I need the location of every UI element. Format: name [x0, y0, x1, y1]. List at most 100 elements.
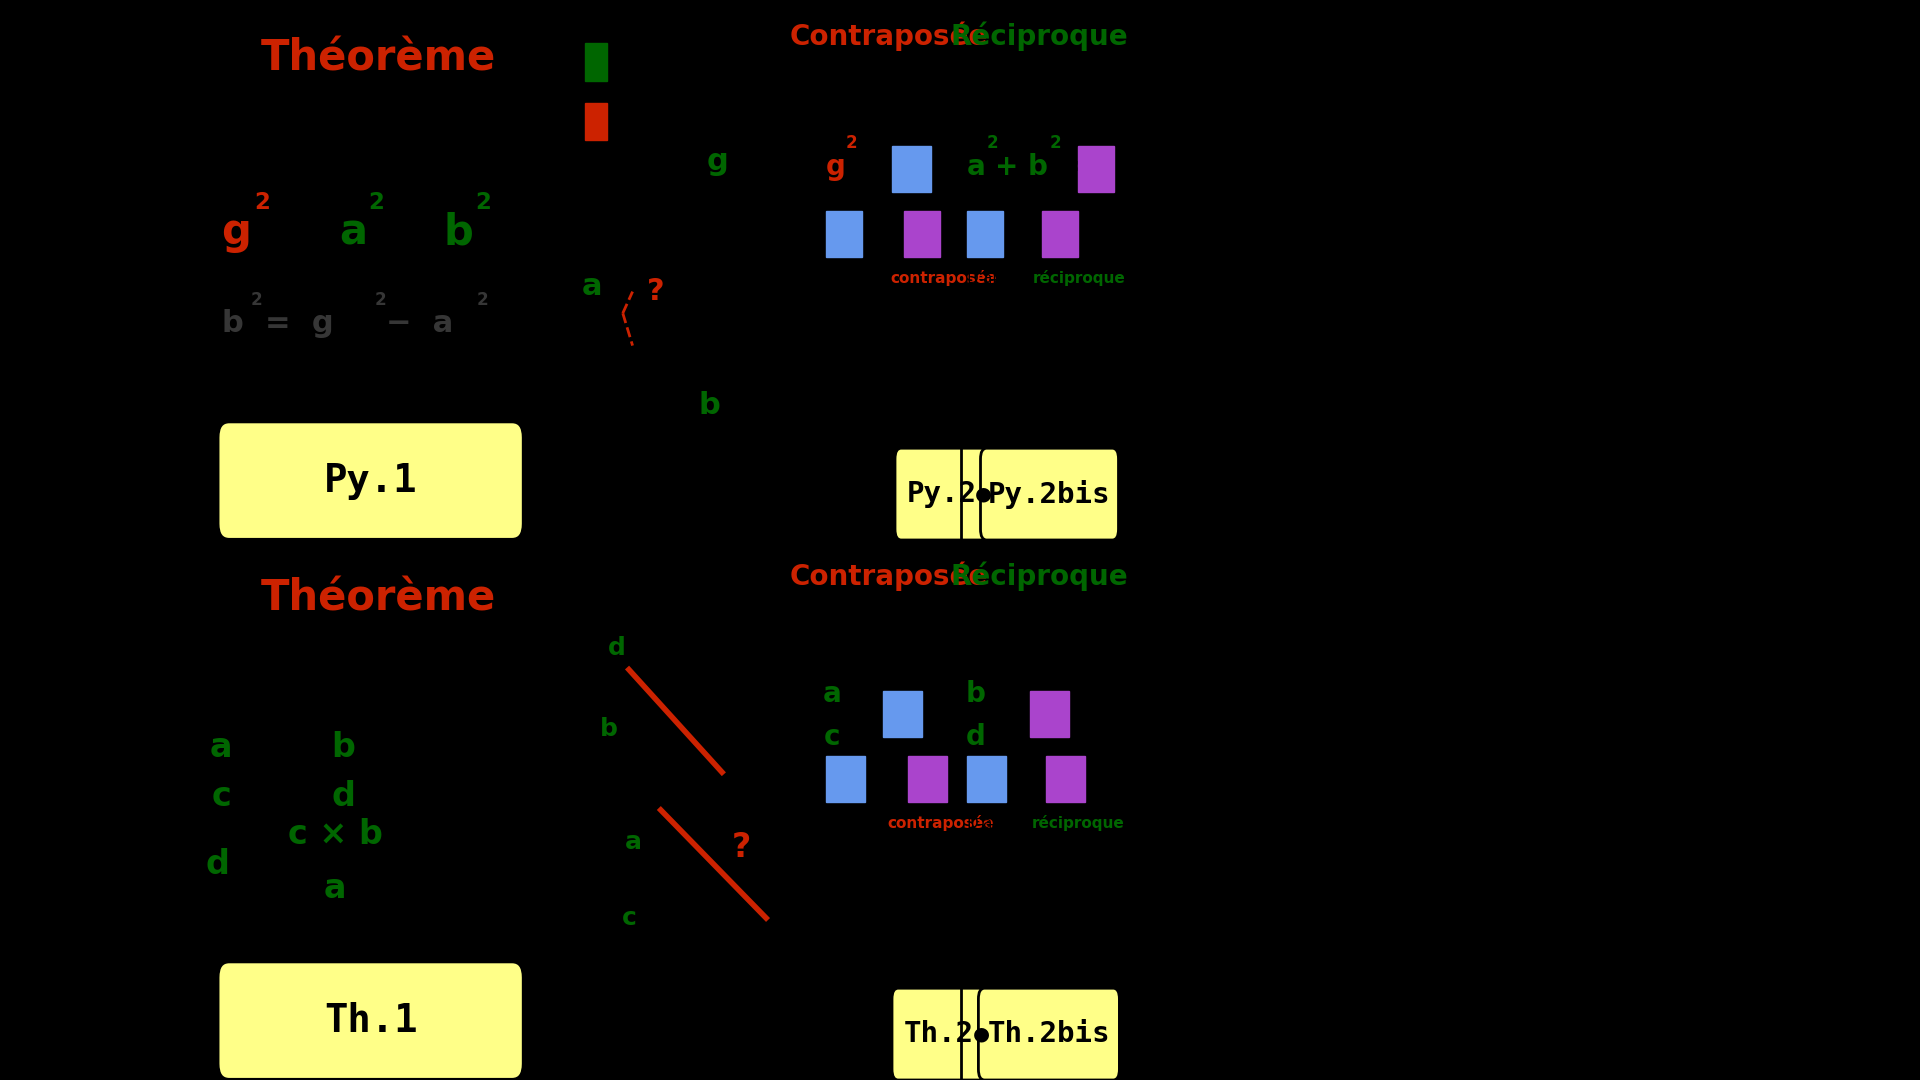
Bar	[826, 211, 862, 256]
Text: de Thalès: de Thalès	[276, 653, 480, 689]
Text: D'après la: D'après la	[968, 270, 1048, 286]
Bar	[1029, 691, 1069, 737]
Text: + b: + b	[995, 153, 1048, 181]
Text: =: =	[273, 758, 300, 792]
Text: 2: 2	[252, 291, 263, 309]
FancyBboxPatch shape	[893, 988, 985, 1080]
Bar	[586, 43, 607, 81]
Bar	[586, 103, 607, 140]
Text: hypothèses: hypothèses	[616, 52, 762, 72]
Bar	[968, 211, 1002, 256]
FancyBboxPatch shape	[217, 421, 524, 540]
Text: c × b: c × b	[288, 818, 382, 851]
Bar	[1043, 211, 1077, 256]
Text: ≠: ≠	[872, 765, 899, 793]
Text: b: b	[699, 391, 720, 419]
Text: de Pythagore: de Pythagore	[236, 113, 520, 149]
Text: contraposée: contraposée	[887, 815, 995, 832]
Text: est rectangle.: est rectangle.	[968, 391, 1087, 406]
Text: 2: 2	[255, 191, 271, 214]
Text: ?: ?	[647, 278, 664, 306]
Bar	[893, 146, 931, 192]
Text: d: d	[966, 724, 987, 751]
Text: Py.2: Py.2	[906, 481, 977, 508]
Text: ●: ●	[975, 485, 993, 503]
Text: conclusion: conclusion	[616, 111, 751, 132]
Text: du théorème de Thalès: du théorème de Thalès	[826, 855, 1004, 870]
Bar	[1077, 146, 1114, 192]
Text: a: a	[626, 831, 643, 854]
Bar	[1046, 756, 1085, 801]
Text: rectangle.: rectangle.	[826, 391, 904, 406]
Text: =: =	[246, 848, 275, 880]
Text: Théorème: Théorème	[261, 578, 495, 620]
Text: d: d	[609, 636, 626, 660]
Text: parallèles.: parallèles.	[968, 936, 1056, 953]
Text: +: +	[382, 212, 417, 253]
Bar	[908, 756, 947, 801]
Text: parallèles: parallèles	[639, 1031, 755, 1053]
Text: le triangle: le triangle	[826, 351, 908, 366]
Text: c: c	[824, 724, 841, 751]
Text: réciproque: réciproque	[1033, 270, 1125, 286]
Text: D'après la: D'après la	[826, 270, 908, 286]
Text: n'est pas: n'est pas	[879, 351, 956, 366]
Text: d: d	[330, 780, 355, 813]
Text: Pythagore, le triangle: Pythagore, le triangle	[968, 351, 1133, 366]
Text: c: c	[211, 780, 230, 813]
FancyBboxPatch shape	[895, 448, 989, 540]
Text: ●: ●	[973, 1025, 991, 1043]
Text: a: a	[582, 272, 603, 300]
Text: du théorème  de Thalès: du théorème de Thalès	[831, 632, 1110, 652]
FancyBboxPatch shape	[979, 988, 1119, 1080]
Text: b: b	[444, 212, 472, 253]
Text: Réciproque: Réciproque	[950, 22, 1127, 51]
Text: =: =	[1014, 765, 1039, 793]
Text: D'après la: D'après la	[968, 815, 1048, 832]
Text: D'après la: D'après la	[826, 815, 908, 832]
Text: b: b	[330, 731, 355, 765]
Text: a: a	[324, 872, 346, 905]
Text: =: =	[1000, 702, 1023, 729]
Text: c: c	[622, 906, 636, 930]
Text: =: =	[269, 212, 303, 253]
Text: =: =	[852, 153, 876, 181]
Text: les droites: les droites	[826, 896, 910, 912]
Text: 2: 2	[474, 191, 492, 214]
Text: Py.1: Py.1	[324, 461, 417, 500]
Text: du théorème de: du théorème de	[968, 311, 1091, 325]
Text: 2: 2	[369, 191, 384, 214]
Text: réciproque: réciproque	[1031, 815, 1125, 832]
Text: parallèles.: parallèles.	[826, 936, 906, 953]
FancyBboxPatch shape	[981, 448, 1119, 540]
Text: du théorème de Thalès: du théorème de Thalès	[968, 855, 1144, 870]
Text: Th.2bis: Th.2bis	[987, 1021, 1110, 1048]
Text: =: =	[1010, 220, 1037, 249]
Text: ≠: ≠	[870, 220, 895, 249]
Text: Th.2: Th.2	[904, 1021, 973, 1048]
Text: du théorème de Pythagore: du théorème de Pythagore	[822, 92, 1117, 112]
Bar	[968, 756, 1006, 801]
Text: Contraposée: Contraposée	[789, 562, 989, 591]
Text: 2: 2	[987, 134, 998, 152]
Bar	[904, 211, 941, 256]
Text: les droites sont: les droites sont	[968, 896, 1085, 912]
Text: ne sont pas: ne sont pas	[876, 896, 975, 912]
Text: 2: 2	[374, 291, 386, 309]
Text: a: a	[822, 680, 841, 707]
Text: a: a	[968, 153, 985, 181]
Text: −  a: − a	[386, 310, 453, 338]
Bar	[826, 756, 866, 801]
Text: 2: 2	[476, 291, 488, 309]
Text: b: b	[221, 310, 244, 338]
Text: Réciproque: Réciproque	[950, 562, 1127, 591]
FancyBboxPatch shape	[217, 961, 524, 1080]
Text: =: =	[854, 702, 877, 729]
Text: g: g	[707, 148, 728, 176]
Text: =  g: = g	[265, 310, 334, 338]
Text: 2: 2	[1050, 134, 1062, 152]
Text: b: b	[601, 717, 618, 741]
Text: Théorème: Théorème	[261, 38, 495, 80]
Text: Py.2bis: Py.2bis	[989, 480, 1112, 509]
Text: b: b	[966, 680, 987, 707]
